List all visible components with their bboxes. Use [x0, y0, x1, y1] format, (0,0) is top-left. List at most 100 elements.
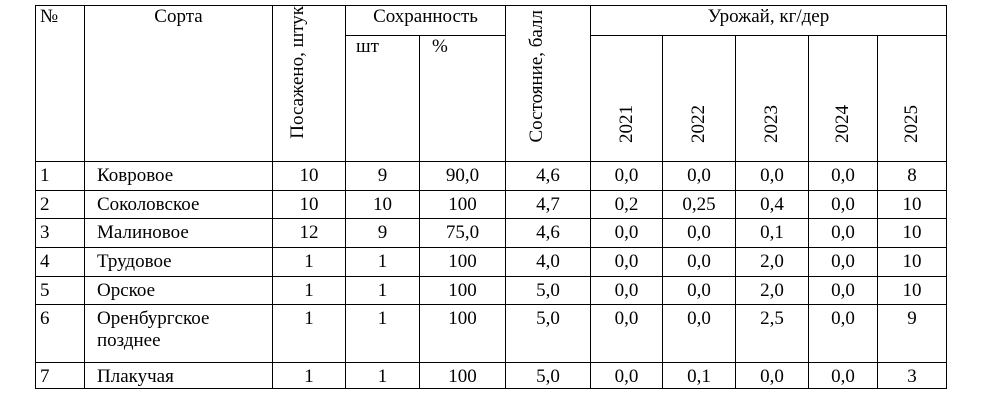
cell: 1	[272, 303, 346, 363]
cell: 10	[876, 217, 948, 248]
cell: 1	[272, 361, 346, 389]
cell: 1	[345, 361, 420, 389]
cell: 0,0	[808, 217, 878, 248]
cell: 1	[345, 303, 420, 363]
cell: 0,0	[590, 246, 663, 277]
header-cell: Состояние, балл	[505, 5, 591, 162]
year-label: 2021	[615, 104, 637, 143]
header-row: шт % 2021 2022 2023 2024 2025	[36, 34, 948, 162]
cell: 4	[35, 246, 85, 277]
cell: 100	[419, 189, 506, 219]
year-label: 2023	[761, 104, 782, 143]
cell: 0,0	[590, 217, 663, 248]
cell: 1	[345, 246, 420, 277]
cell: 4,7	[505, 189, 591, 219]
year-label: 2024	[832, 104, 853, 143]
data-row: 5 Орское 1 1 100 5,0 0,0 0,0 2,0 0,0 10	[35, 275, 948, 305]
data-table: № Сорта Посажено, штук Сохранность Состо…	[35, 5, 948, 389]
cell: 2,5	[735, 303, 809, 363]
cell: 0,0	[808, 160, 878, 191]
cell: 1	[272, 246, 346, 277]
year-label: 2025	[901, 104, 923, 143]
cell: 5,0	[505, 361, 591, 389]
data-row: 2 Соколовское 10 10 100 4,7 0,2 0,25 0,4 0,0 10	[35, 189, 948, 219]
cell: 8	[876, 160, 948, 191]
cell: 0,0	[590, 160, 663, 191]
cell: 100	[419, 361, 506, 389]
header-cell: Урожай, кг/дер	[589, 5, 948, 36]
cell: 9	[876, 303, 948, 363]
cell: 2,0	[735, 246, 809, 277]
cell: 1	[345, 275, 420, 305]
cell: 4,6	[505, 160, 591, 191]
cell: 75,0	[419, 217, 506, 248]
cell: 0,0	[662, 303, 736, 363]
cell: 0,0	[808, 275, 878, 305]
header-text: Посажено, штук	[287, 6, 308, 139]
cell: 4,0	[505, 246, 591, 277]
cell: 5,0	[505, 303, 591, 363]
cell: Соколовское	[84, 189, 273, 219]
cell: Ковровое	[84, 160, 273, 191]
header-row: № Сорта Посажено, штук Сохранность Состо…	[35, 5, 948, 162]
cell: 0,0	[590, 361, 663, 389]
cell: 0,0	[590, 275, 663, 305]
cell: 100	[419, 246, 506, 277]
cell: 2	[35, 189, 85, 219]
cell: 0,0	[808, 189, 878, 219]
table-body: № Сорта Посажено, штук Сохранность Состо…	[35, 5, 948, 389]
cell: 10	[272, 189, 346, 219]
cell: 10	[345, 189, 420, 219]
cell: 2,0	[735, 275, 809, 305]
data-row: 1 Ковровое 10 9 90,0 4,6 0,0 0,0 0,0 0,0 8	[35, 160, 948, 191]
data-row: 4 Трудовое 1 1 100 4,0 0,0 0,0 2,0 0,0 10	[35, 246, 948, 277]
cell: 0,0	[808, 361, 878, 389]
cell: 10	[876, 275, 948, 305]
cell: 1	[35, 160, 85, 191]
header-text: Состояние, балл	[526, 10, 547, 143]
cell: 0,0	[590, 303, 663, 363]
cell: 3	[35, 217, 85, 248]
cell: 6	[35, 303, 85, 363]
cell: 0,4	[735, 189, 809, 219]
cell: 0,2	[590, 189, 663, 219]
cell: 0,0	[735, 160, 809, 191]
header-cell: %	[419, 34, 506, 162]
cell: 100	[419, 303, 506, 363]
cell: Малиновое	[84, 217, 273, 248]
header-cell: 2024	[808, 34, 878, 162]
cell: 9	[345, 160, 420, 191]
header-cell: 2021	[590, 34, 663, 162]
header-cell: Сорта	[84, 5, 273, 162]
cell: 0,0	[662, 275, 736, 305]
header-cell: 2023	[735, 34, 809, 162]
header-cell: шт	[345, 34, 420, 162]
cell: 10	[876, 189, 948, 219]
cell: 10	[876, 246, 948, 277]
cell: 0,1	[662, 361, 736, 389]
cell: 4,6	[505, 217, 591, 248]
cell: 7	[35, 361, 85, 389]
cell: Плакучая	[84, 361, 273, 389]
year-label: 2022	[688, 104, 709, 143]
header-cell: №	[35, 5, 85, 162]
cell: 0,0	[662, 246, 736, 277]
cell: 0,0	[808, 246, 878, 277]
cell: 0,1	[735, 217, 809, 248]
data-row: 3 Малиновое 12 9 75,0 4,6 0,0 0,0 0,1 0,0 10	[35, 217, 948, 248]
cell: Трудовое	[84, 246, 273, 277]
cell: 5,0	[505, 275, 591, 305]
cell: 3	[876, 361, 948, 389]
cell: Оренбургское позднее	[84, 303, 273, 363]
cell: 12	[272, 217, 346, 248]
cell: 0,0	[808, 303, 878, 363]
cell: 0,0	[662, 217, 736, 248]
cell: 5	[35, 275, 85, 305]
header-cell: 2025	[876, 34, 948, 162]
cell: 100	[419, 275, 506, 305]
data-row: 7 Плакучая 1 1 100 5,0 0,0 0,1 0,0 0,0 3	[35, 361, 948, 389]
cell: 0,25	[662, 189, 736, 219]
header-cell: 2022	[662, 34, 736, 162]
cell: Орское	[84, 275, 273, 305]
